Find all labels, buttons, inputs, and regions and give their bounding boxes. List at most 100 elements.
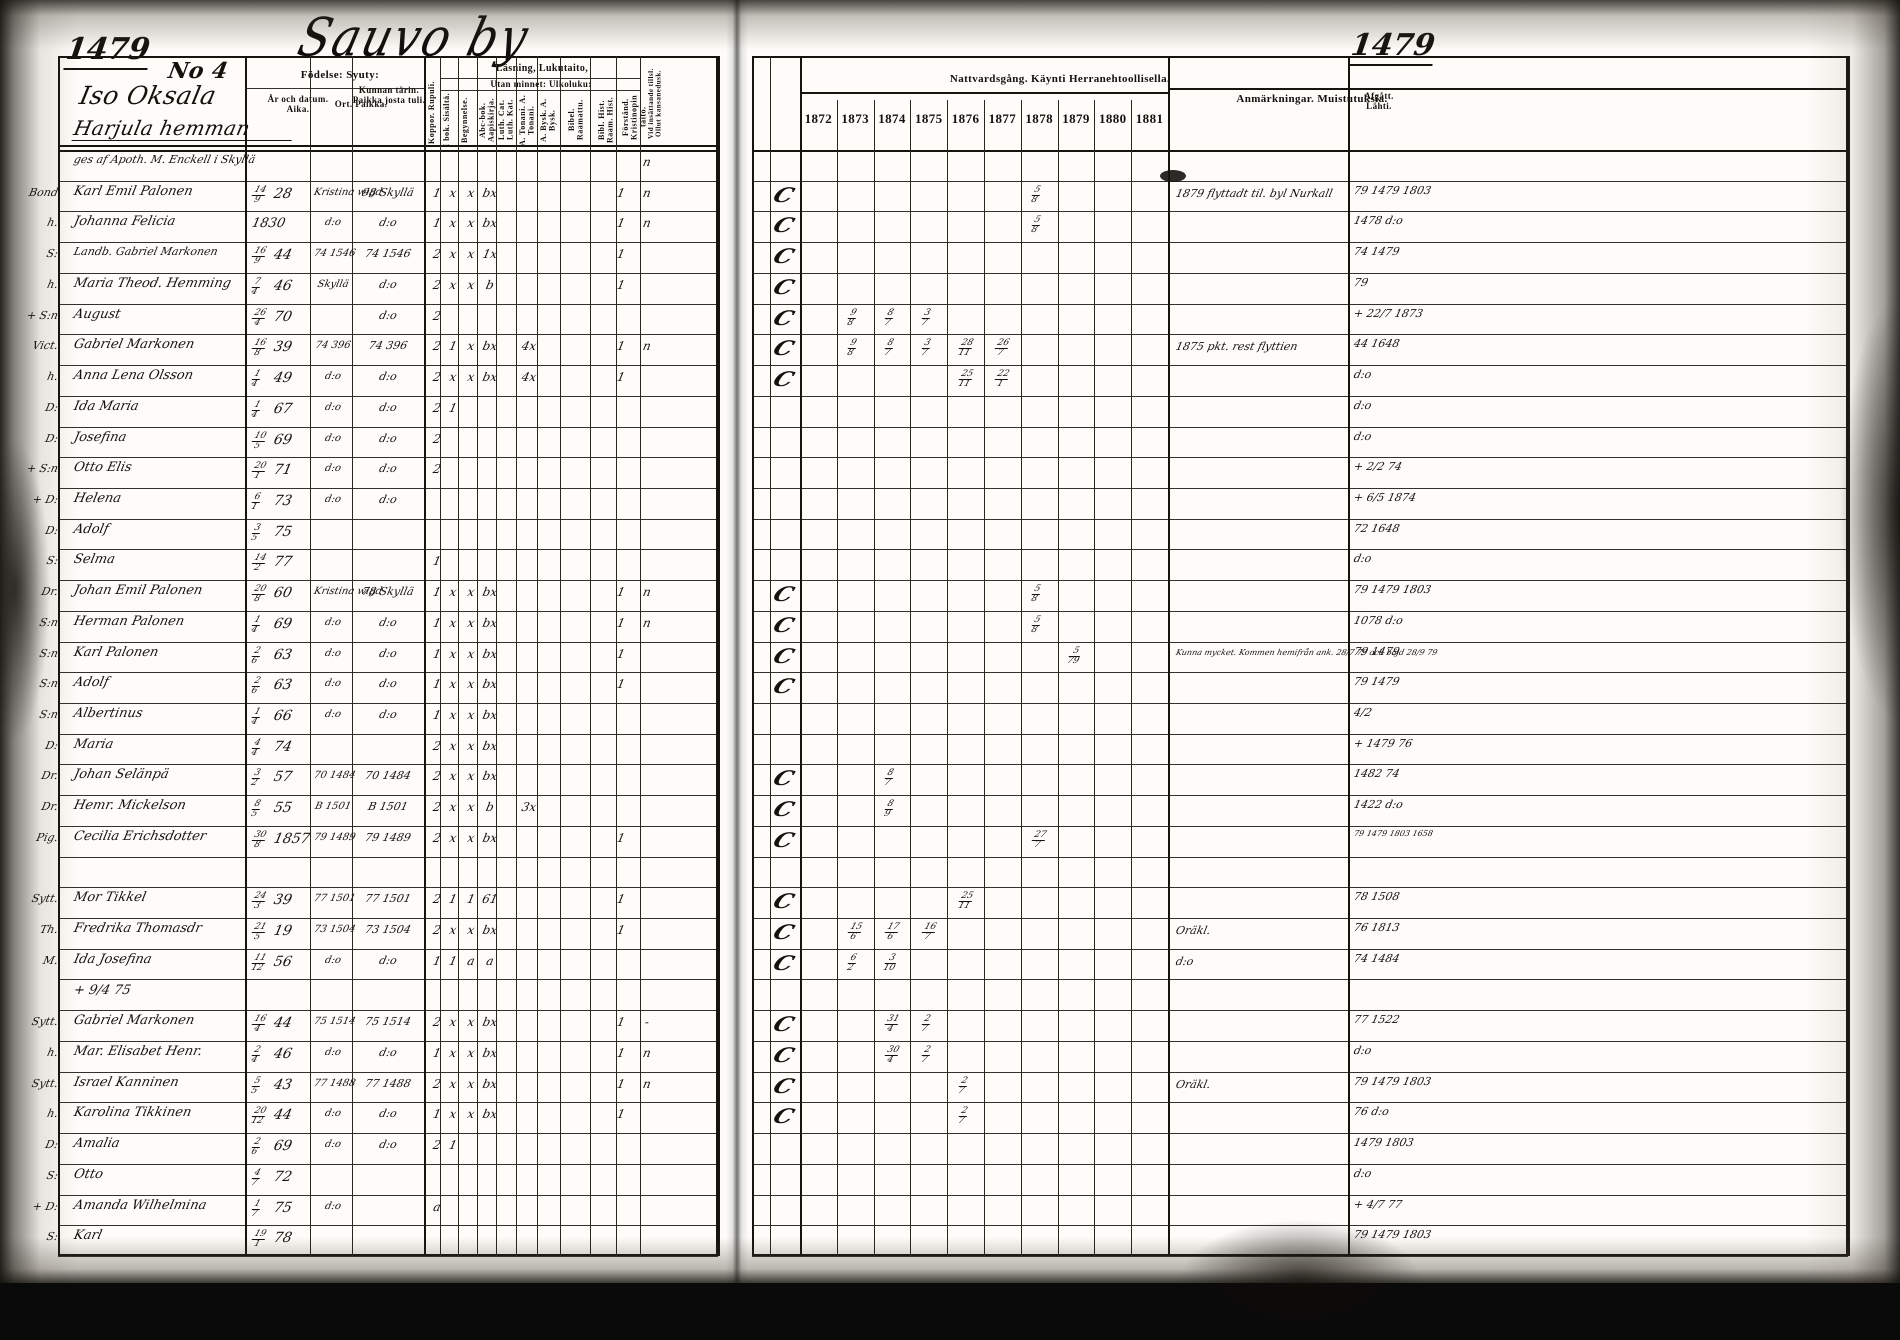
row-divider [752,949,1848,950]
cell-value: + 4/7 77 [1352,1197,1404,1211]
column-divider [477,56,478,1256]
cell-value: + 6/5 1874 [1352,490,1418,504]
cell-value: 79 1489 [312,831,357,843]
reading-mark: x [466,1076,476,1091]
cell-value: Oräkl. [1174,1077,1212,1091]
row-divider [752,918,1848,919]
cell-value: d:o [323,954,343,966]
row-divider [58,334,718,335]
cell-value: 1 [615,585,627,600]
column-divider [1058,100,1059,1256]
cell-value: 70 1484 [363,769,413,783]
reading-mark: 2 [431,308,443,323]
reading-mark: 1 [465,892,477,907]
cell-value: 1 [615,1015,627,1030]
cell-value: 72 1648 [1352,521,1401,535]
cell-value: d:o [1352,552,1373,566]
cell-value: Bond [27,185,60,199]
reading-mark: x [466,923,476,938]
cell-value: Mar. Elisabet Henr. [72,1043,204,1059]
row-divider [752,857,1848,858]
reading-mark: 1 [447,400,459,415]
cell-value: Karolina Tikkinen [72,1105,193,1121]
reading-mark: x [466,830,476,845]
row-divider [58,949,718,950]
row-divider [58,672,718,673]
communion-year-header: 1873 [841,111,869,126]
row-divider [58,1010,718,1011]
communion-attendance-mark: C [769,367,799,392]
cell-value: Johanna Felicia [72,214,177,230]
cell-value: 79 1489 [363,830,413,844]
row-divider [752,273,1848,274]
cell-value: S:n [38,677,60,691]
row-divider [752,979,1848,980]
row-divider [752,826,1848,827]
cell-value: 1078 d:o [1352,613,1405,627]
communion-attendance-mark: C [769,244,799,269]
cell-value: ges af Apoth. M. Enckell i Skyllä [72,153,257,166]
header-col-forstand: Förstånd. Kristinopin taito. [621,94,648,140]
cell-value: d:o [323,1200,343,1212]
row-divider [752,211,1848,212]
row-divider [752,642,1848,643]
communion-year-header: 1874 [878,111,906,126]
column-divider [1094,100,1095,1256]
cell-value: d:o [377,677,399,691]
cell-value: Oräkl. [1174,924,1212,938]
cell-value: 73 1504 [312,924,357,936]
cell-value: 44 [272,247,294,264]
column-divider [616,56,617,1256]
row-divider [58,488,718,489]
cell-value: Otto Elis [72,460,134,476]
cell-value: 73 [272,492,294,509]
cell-value: D: [44,431,60,445]
column-divider [718,56,720,1256]
cell-value: Dr. [40,769,60,783]
cell-value: 76 d:o [1352,1105,1391,1119]
cell-value: 74 [272,738,294,755]
cell-value: + 9/4 75 [72,982,133,998]
cell-value: 46 [272,1045,294,1062]
header-col-a-bysk: A. Bysk. A. Bysk. [539,98,557,142]
cell-value: 1 [615,923,627,938]
column-divider [440,56,441,1256]
reading-mark: bx [481,708,499,722]
cell-value: 43 [272,1076,294,1093]
reading-mark: x [466,1015,476,1030]
cell-value: d:o [1352,1166,1373,1180]
cell-value: 1857 [272,830,312,847]
cell-value: 75 1514 [312,1016,357,1028]
cell-value: 1482 74 [1352,767,1401,781]
communion-year-header: 1872 [804,111,833,126]
cell-value: S: [45,554,60,568]
row-divider [752,1072,1848,1073]
communion-attendance-mark: C [769,920,799,945]
row-divider [58,1225,718,1226]
row-divider [752,1195,1848,1196]
cell-value: 69 [272,431,294,448]
cell-value: 1 [615,1076,627,1091]
cell-value: 71 [272,462,294,479]
cell-value: Gabriel Markonen [72,1013,196,1029]
cell-value: + D: [31,492,60,506]
row-divider [58,857,718,858]
cell-value: 74 1479 [1352,245,1401,259]
cell-value: h. [46,370,60,384]
cell-value: Skyllä [316,278,350,290]
cell-value: D: [44,738,60,752]
cell-value: D: [44,400,60,414]
row-divider [58,242,718,243]
cell-value: 75 1514 [363,1015,413,1029]
reading-mark: b [484,277,496,292]
cell-value: 79 1479 1803 [1352,583,1433,597]
row-divider [58,826,718,827]
cell-value: 69 [272,615,294,632]
column-divider [770,56,771,1256]
cell-value: d:o [323,432,343,444]
cell-value: S: [45,1168,60,1182]
cell-value: 1479 1803 [1352,1136,1415,1150]
cell-value: d:o [377,1107,399,1121]
reading-mark: x [466,615,476,630]
cell-value: 66 [272,708,294,724]
